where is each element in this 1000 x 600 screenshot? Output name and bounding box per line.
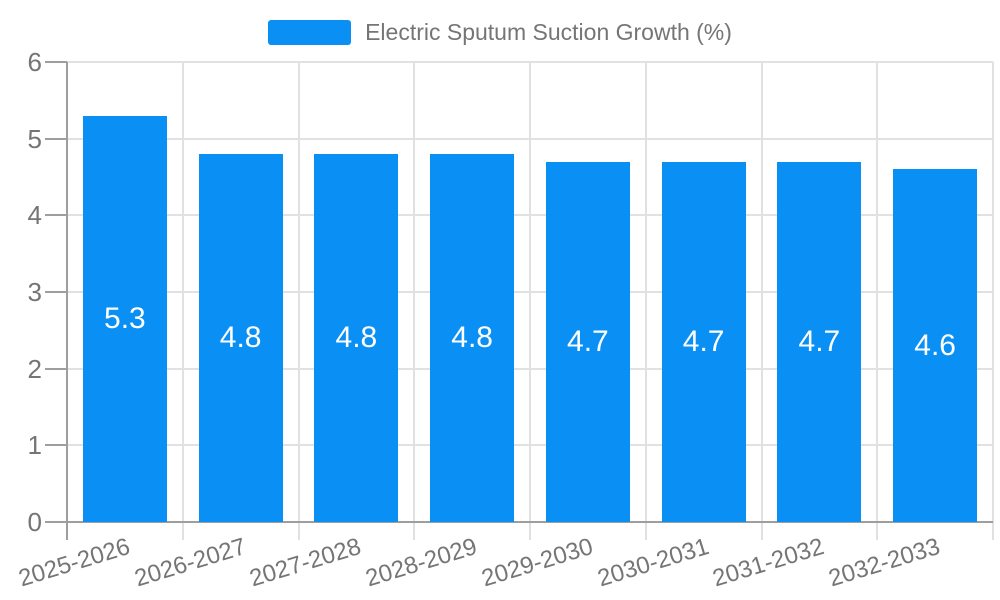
y-tick-label: 4	[27, 200, 42, 231]
legend: Electric Sputum Suction Growth (%)	[0, 14, 1000, 50]
v-gridline	[529, 62, 531, 522]
x-tick	[876, 522, 879, 540]
x-tick	[297, 522, 300, 540]
x-tick	[181, 522, 184, 540]
legend-label[interactable]: Electric Sputum Suction Growth (%)	[365, 19, 732, 45]
y-tick	[45, 61, 67, 63]
bar-value-label: 4.7	[798, 324, 841, 358]
bar-value-label: 4.7	[682, 324, 725, 358]
v-gridline	[181, 62, 184, 522]
bar[interactable]	[661, 161, 746, 522]
y-tick	[45, 137, 67, 140]
bar[interactable]	[430, 154, 515, 522]
y-tick-label: 2	[27, 353, 42, 384]
legend-swatch[interactable]	[268, 19, 352, 45]
bar-value-label: 4.8	[219, 321, 262, 354]
y-tick-label: 3	[27, 277, 42, 307]
bar[interactable]	[314, 154, 399, 522]
x-tick	[529, 522, 531, 540]
y-tick	[45, 214, 67, 217]
bar[interactable]	[82, 115, 167, 522]
y-tick	[45, 444, 67, 447]
bar[interactable]	[777, 161, 862, 522]
bar-value-label: 5.3	[104, 301, 146, 335]
y-tick-label: 5	[27, 123, 42, 154]
x-axis-line	[45, 521, 993, 523]
v-gridline	[297, 62, 300, 522]
y-tick-label: 6	[27, 47, 42, 77]
bar[interactable]	[198, 154, 283, 522]
x-tick	[413, 522, 416, 540]
bar-value-label: 4.6	[914, 328, 956, 362]
v-gridline	[876, 62, 879, 522]
y-tick-label: 0	[27, 507, 42, 537]
y-axis-line	[66, 62, 68, 540]
x-tick	[760, 522, 763, 540]
bar[interactable]	[893, 169, 978, 522]
v-gridline	[760, 62, 763, 522]
v-gridline	[644, 62, 647, 522]
y-tick	[45, 291, 67, 293]
v-gridline	[413, 62, 416, 522]
bar[interactable]	[545, 161, 630, 522]
v-gridline	[992, 62, 994, 522]
y-tick	[45, 367, 67, 370]
x-tick	[992, 522, 994, 540]
x-tick	[644, 522, 647, 540]
y-tick-label: 1	[27, 430, 42, 461]
bar-value-label: 4.7	[567, 324, 609, 358]
bar-value-label: 4.8	[335, 321, 378, 354]
bar-value-label: 4.8	[451, 321, 493, 354]
